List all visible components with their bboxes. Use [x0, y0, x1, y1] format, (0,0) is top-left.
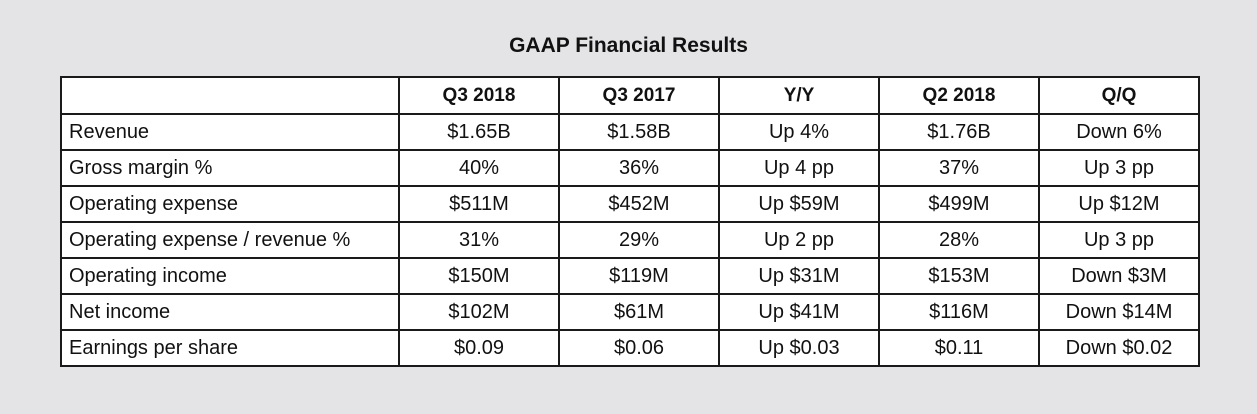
row-label: Gross margin %: [60, 149, 400, 187]
table-cell: $0.09: [398, 329, 560, 367]
table-cell: Up $59M: [718, 185, 880, 223]
table-cell: Down $0.02: [1038, 329, 1200, 367]
header-row: Q3 2018 Q3 2017 Y/Y Q2 2018 Q/Q: [60, 76, 1200, 115]
table-cell: 37%: [878, 149, 1040, 187]
header-corner: [60, 76, 400, 115]
table-cell: Up 3 pp: [1038, 221, 1200, 259]
table-cell: Down 6%: [1038, 113, 1200, 151]
financial-results-table: Q3 2018 Q3 2017 Y/Y Q2 2018 Q/Q Revenue …: [60, 76, 1200, 367]
page-title: GAAP Financial Results: [509, 34, 748, 57]
table-cell: $61M: [558, 293, 720, 331]
table-cell: $1.76B: [878, 113, 1040, 151]
row-label: Revenue: [60, 113, 400, 151]
table-row: Operating expense $511M $452M Up $59M $4…: [60, 185, 1200, 223]
table-cell: Up 4 pp: [718, 149, 880, 187]
table-cell: $102M: [398, 293, 560, 331]
table-cell: 29%: [558, 221, 720, 259]
table-cell: Up $0.03: [718, 329, 880, 367]
header-q3-2018: Q3 2018: [398, 76, 560, 115]
table-cell: $150M: [398, 257, 560, 295]
table-cell: $153M: [878, 257, 1040, 295]
table-row: Gross margin % 40% 36% Up 4 pp 37% Up 3 …: [60, 149, 1200, 187]
table-cell: 36%: [558, 149, 720, 187]
table-cell: $116M: [878, 293, 1040, 331]
table-row: Revenue $1.65B $1.58B Up 4% $1.76B Down …: [60, 113, 1200, 151]
table-cell: $511M: [398, 185, 560, 223]
table-cell: Up $12M: [1038, 185, 1200, 223]
table-cell: Up $31M: [718, 257, 880, 295]
table-cell: 40%: [398, 149, 560, 187]
table-cell: $452M: [558, 185, 720, 223]
table-cell: Up $41M: [718, 293, 880, 331]
table-cell: Up 2 pp: [718, 221, 880, 259]
table-row: Operating income $150M $119M Up $31M $15…: [60, 257, 1200, 295]
table-cell: Up 4%: [718, 113, 880, 151]
table-cell: $119M: [558, 257, 720, 295]
row-label: Operating income: [60, 257, 400, 295]
table-cell: Down $3M: [1038, 257, 1200, 295]
row-label: Operating expense / revenue %: [60, 221, 400, 259]
header-qoq: Q/Q: [1038, 76, 1200, 115]
row-label: Operating expense: [60, 185, 400, 223]
table-cell: Down $14M: [1038, 293, 1200, 331]
row-label: Net income: [60, 293, 400, 331]
table-cell: 31%: [398, 221, 560, 259]
table-cell: Up 3 pp: [1038, 149, 1200, 187]
table-row: Earnings per share $0.09 $0.06 Up $0.03 …: [60, 329, 1200, 367]
header-q2-2018: Q2 2018: [878, 76, 1040, 115]
table-cell: 28%: [878, 221, 1040, 259]
table-cell: $1.58B: [558, 113, 720, 151]
table-cell: $1.65B: [398, 113, 560, 151]
table-cell: $0.11: [878, 329, 1040, 367]
header-q3-2017: Q3 2017: [558, 76, 720, 115]
table-cell: $499M: [878, 185, 1040, 223]
table-row: Net income $102M $61M Up $41M $116M Down…: [60, 293, 1200, 331]
table-row: Operating expense / revenue % 31% 29% Up…: [60, 221, 1200, 259]
row-label: Earnings per share: [60, 329, 400, 367]
table-cell: $0.06: [558, 329, 720, 367]
header-yoy: Y/Y: [718, 76, 880, 115]
